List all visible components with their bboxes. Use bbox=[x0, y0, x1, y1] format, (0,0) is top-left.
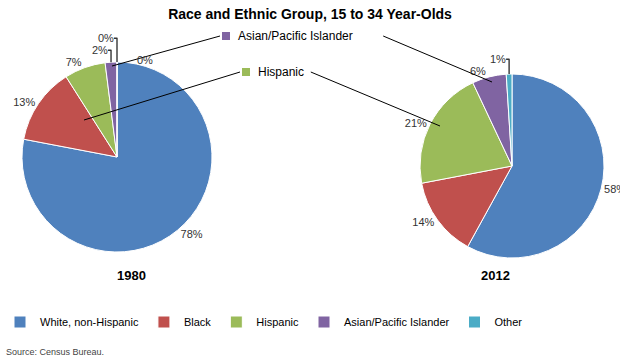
svg-text:58%: 58% bbox=[604, 183, 620, 195]
svg-text:Asian/Pacific Islander: Asian/Pacific Islander bbox=[344, 316, 449, 328]
svg-text:1%: 1% bbox=[490, 53, 506, 65]
svg-text:6%: 6% bbox=[470, 65, 486, 77]
svg-text:Other: Other bbox=[495, 316, 523, 328]
svg-text:Source: Census Bureau.: Source: Census Bureau. bbox=[6, 347, 104, 357]
svg-text:21%: 21% bbox=[405, 117, 427, 129]
svg-text:2%: 2% bbox=[92, 44, 108, 56]
svg-text:2012: 2012 bbox=[481, 268, 510, 283]
svg-text:1980: 1980 bbox=[117, 268, 146, 283]
svg-text:White, non-Hispanic: White, non-Hispanic bbox=[40, 316, 139, 328]
svg-text:0%: 0% bbox=[98, 32, 114, 44]
svg-text:Hispanic: Hispanic bbox=[258, 65, 304, 79]
svg-text:Race and Ethnic Group, 15 to 3: Race and Ethnic Group, 15 to 34 Year-Old… bbox=[168, 6, 452, 22]
svg-text:0%: 0% bbox=[137, 54, 153, 66]
svg-text:7%: 7% bbox=[66, 56, 82, 68]
svg-text:Black: Black bbox=[184, 316, 211, 328]
svg-text:Hispanic: Hispanic bbox=[256, 316, 299, 328]
svg-text:13%: 13% bbox=[13, 96, 35, 108]
svg-text:Asian/Pacific Islander: Asian/Pacific Islander bbox=[238, 29, 353, 43]
svg-text:78%: 78% bbox=[181, 228, 203, 240]
svg-text:14%: 14% bbox=[412, 216, 434, 228]
